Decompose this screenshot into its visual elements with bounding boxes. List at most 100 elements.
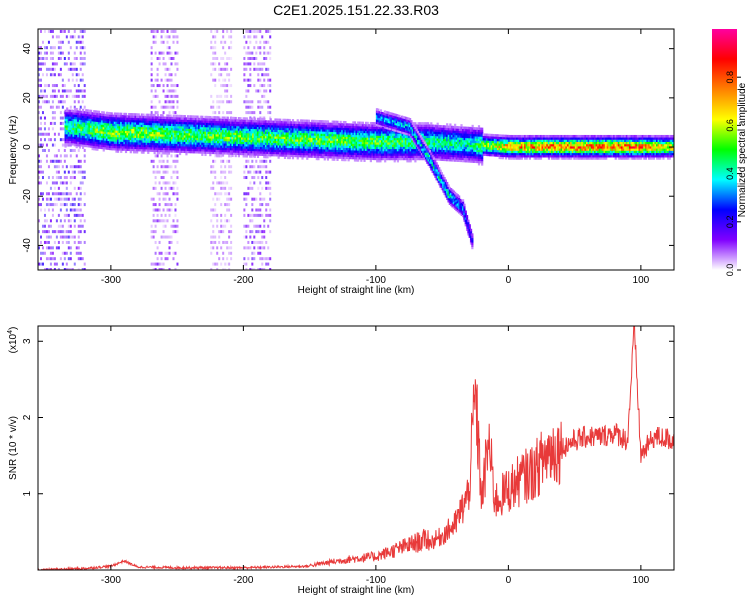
heatmap-cell	[330, 129, 333, 132]
heatmap-cell	[328, 122, 331, 126]
heatmap-cell	[325, 142, 328, 146]
heatmap-cell	[283, 134, 287, 137]
heatmap-cell	[121, 117, 124, 120]
heatmap-cell	[115, 141, 118, 144]
heatmap-cell	[309, 148, 312, 152]
heatmap-cell	[109, 134, 112, 137]
heatmap-cell	[355, 152, 358, 156]
heatmap-cell	[325, 120, 328, 123]
heatmap-cell	[61, 100, 64, 104]
heatmap-cell	[137, 115, 140, 119]
heatmap-cell	[152, 235, 155, 239]
heatmap-cell	[55, 262, 58, 266]
heatmap-cell	[288, 136, 291, 140]
heatmap-cell	[352, 152, 355, 155]
heatmap-cell	[285, 143, 288, 146]
heatmap-cell	[250, 137, 253, 141]
heatmap-cell	[245, 150, 248, 154]
heatmap-cell	[230, 230, 233, 234]
heatmap-cell	[234, 121, 237, 124]
heatmap-cell	[194, 115, 198, 119]
heatmap-cell	[154, 176, 157, 180]
heatmap-cell	[121, 137, 124, 140]
heatmap-cell	[183, 115, 186, 118]
heatmap-cell	[142, 129, 145, 132]
heatmap-cell	[272, 136, 275, 139]
heatmap-cell	[112, 145, 115, 149]
heatmap-cell	[261, 126, 264, 130]
heatmap-cell	[150, 235, 153, 239]
heatmap-cell	[269, 124, 272, 128]
heatmap-cell	[49, 67, 52, 71]
heatmap-cell	[374, 126, 377, 130]
heatmap-cell	[198, 137, 201, 141]
heatmap-cell	[214, 159, 217, 163]
heatmap-cell	[282, 129, 285, 133]
heatmap-cell	[199, 142, 202, 145]
heatmap-cell	[368, 137, 371, 140]
heatmap-cell	[352, 147, 355, 151]
heatmap-cell	[280, 127, 283, 131]
heatmap-cell	[334, 122, 337, 126]
heatmap-cell	[201, 124, 204, 128]
heatmap-cell	[67, 125, 70, 128]
heatmap-cell	[369, 128, 372, 132]
heatmap-cell	[180, 121, 183, 125]
heatmap-cell	[228, 197, 231, 201]
heatmap-cell	[83, 111, 86, 114]
heatmap-cell	[63, 268, 66, 270]
heatmap-cell	[110, 121, 113, 124]
heatmap-cell	[295, 134, 298, 138]
heatmap-cell	[64, 129, 67, 133]
heatmap-cell	[376, 142, 379, 145]
heatmap-cell	[216, 251, 219, 255]
heatmap-cell	[53, 46, 56, 50]
heatmap-cell	[291, 136, 295, 140]
heatmap-cell	[252, 122, 255, 125]
heatmap-cell	[159, 142, 163, 146]
heatmap-cell	[250, 146, 253, 149]
heatmap-cell	[172, 147, 175, 151]
heatmap-cell	[174, 123, 177, 127]
heatmap-cell	[186, 117, 190, 120]
heatmap-cell	[249, 67, 252, 71]
heatmap-cell	[145, 149, 148, 152]
heatmap-cell	[202, 148, 206, 152]
heatmap-cell	[89, 145, 93, 148]
heatmap-cell	[376, 159, 379, 163]
heatmap-cell	[150, 100, 153, 104]
heatmap-cell	[53, 159, 56, 163]
heatmap-cell	[169, 114, 172, 118]
heatmap-cell	[43, 148, 46, 152]
heatmap-cell	[218, 125, 221, 128]
heatmap-cell	[353, 150, 357, 153]
heatmap-cell	[357, 148, 360, 151]
heatmap-cell	[168, 73, 171, 77]
heatmap-cell	[147, 124, 150, 128]
heatmap-cell	[257, 73, 260, 77]
heatmap-cell	[352, 134, 355, 138]
heatmap-cell	[142, 115, 145, 119]
heatmap-cell	[248, 124, 252, 127]
heatmap-cell	[158, 151, 161, 155]
heatmap-cell	[320, 155, 323, 159]
heatmap-cell	[174, 150, 177, 153]
heatmap-cell	[74, 125, 77, 129]
heatmap-cell	[185, 135, 188, 138]
heatmap-cell	[51, 46, 54, 50]
heatmap-cell	[266, 126, 269, 130]
heatmap-cell	[247, 141, 250, 145]
heatmap-cell	[218, 122, 221, 126]
heatmap-cell	[178, 125, 182, 129]
heatmap-cell	[306, 121, 309, 125]
heatmap-cell	[57, 192, 60, 196]
heatmap-cell	[253, 155, 256, 158]
heatmap-cell	[57, 176, 60, 180]
heatmap-cell	[240, 126, 244, 129]
heatmap-cell	[228, 84, 231, 88]
heatmap-cell	[269, 213, 272, 217]
heatmap-cell	[136, 113, 139, 116]
heatmap-cell	[97, 141, 101, 145]
heatmap-cell	[73, 62, 76, 66]
heatmap-cell	[81, 122, 85, 125]
